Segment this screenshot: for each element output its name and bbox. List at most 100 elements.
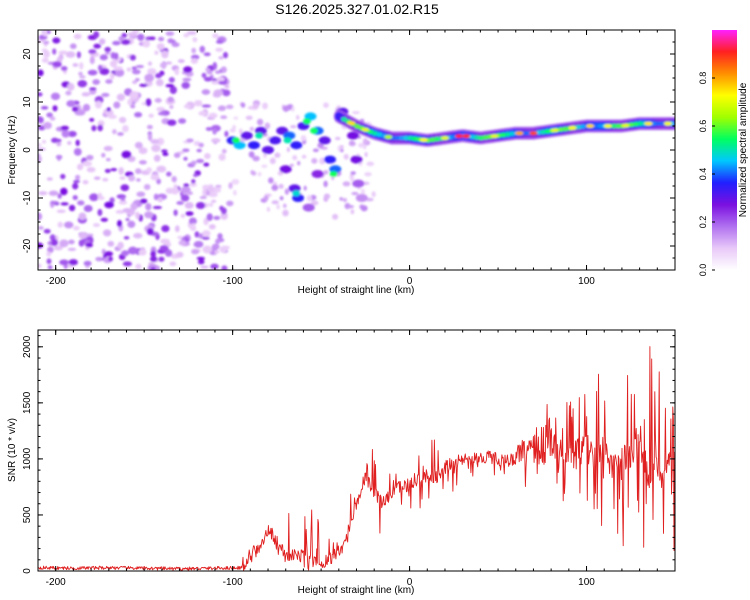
- noise-speck: [52, 37, 61, 44]
- noise-speck: [56, 209, 66, 214]
- noise-speck: [50, 200, 59, 205]
- noise-speck: [183, 104, 191, 109]
- noise-speck: [83, 260, 92, 267]
- noise-speck: [134, 141, 143, 149]
- cluster-speck: [350, 209, 355, 215]
- noise-speck: [38, 116, 44, 124]
- noise-speck: [219, 246, 228, 253]
- noise-speck: [135, 77, 140, 82]
- noise-speck: [215, 70, 221, 74]
- cluster-speck: [342, 198, 348, 203]
- noise-speck: [109, 60, 118, 68]
- ridge-hotspot: [462, 134, 471, 139]
- noise-speck: [137, 33, 145, 41]
- noise-speck: [206, 70, 213, 75]
- cluster-speck: [296, 114, 300, 121]
- ridge-core: [659, 121, 666, 126]
- noise-speck: [121, 32, 128, 38]
- noise-speck: [215, 47, 224, 52]
- cluster-blob: [355, 194, 368, 202]
- noise-speck: [56, 154, 62, 161]
- spectrogram-marks: [38, 30, 675, 270]
- noise-speck: [127, 220, 136, 228]
- noise-speck: [106, 107, 111, 112]
- x-tick-label: -100: [223, 577, 243, 588]
- cluster-core: [329, 171, 338, 177]
- noise-speck: [164, 249, 173, 257]
- noise-speck: [67, 83, 75, 91]
- spectrogram-x-label: Height of straight line (km): [298, 285, 415, 296]
- noise-speck: [183, 66, 193, 73]
- cluster-blob: [269, 136, 282, 145]
- noise-speck: [220, 115, 228, 120]
- noise-speck: [191, 179, 196, 184]
- noise-speck: [178, 240, 187, 246]
- noise-speck: [61, 129, 70, 138]
- ridge-hotspot: [568, 125, 577, 130]
- cluster-blob: [318, 136, 331, 145]
- noise-speck: [212, 128, 217, 135]
- noise-speck: [82, 180, 89, 185]
- cluster-speck: [360, 188, 366, 195]
- noise-speck: [68, 204, 76, 212]
- noise-speck: [53, 245, 63, 251]
- noise-speck: [122, 208, 133, 213]
- noise-speck: [110, 52, 116, 59]
- noise-speck: [151, 144, 161, 153]
- noise-speck: [38, 155, 42, 163]
- noise-speck: [136, 191, 146, 197]
- noise-speck: [72, 195, 78, 201]
- noise-speck: [75, 174, 81, 181]
- noise-speck: [76, 51, 82, 59]
- y-tick-label: 10: [22, 96, 33, 108]
- cluster-speck: [311, 158, 318, 164]
- noise-speck: [215, 238, 221, 245]
- noise-speck: [67, 130, 77, 137]
- noise-speck: [156, 165, 167, 173]
- noise-speck: [120, 39, 131, 45]
- noise-speck: [178, 118, 187, 124]
- noise-speck: [205, 127, 213, 131]
- noise-speck: [173, 183, 178, 192]
- noise-speck: [85, 242, 93, 248]
- noise-speck: [174, 68, 180, 76]
- noise-speck: [142, 39, 151, 48]
- noise-speck: [118, 200, 128, 205]
- noise-speck: [103, 145, 113, 152]
- noise-speck: [217, 105, 226, 112]
- snr-panel: -200 -100 0 100 0 500 1000 1500 2000 Height of …: [7, 329, 676, 596]
- ridge-hotspot: [586, 124, 595, 128]
- cluster-speck: [343, 153, 349, 160]
- noise-speck: [89, 118, 95, 122]
- noise-speck: [150, 139, 160, 145]
- noise-speck: [146, 227, 154, 236]
- noise-speck: [196, 148, 202, 153]
- x-tick-label: -200: [46, 577, 66, 588]
- y-tick-label: -20: [22, 238, 33, 253]
- noise-speck: [135, 211, 140, 220]
- noise-speck: [213, 215, 221, 220]
- cluster-blob: [240, 131, 253, 140]
- ridge-core: [628, 122, 635, 127]
- ridge-core: [341, 117, 348, 122]
- colorbar-label: Normalized spectral amplitude: [738, 82, 749, 217]
- noise-speck: [131, 69, 141, 75]
- noise-speck: [135, 263, 142, 270]
- ridge-core: [597, 123, 604, 129]
- noise-speck: [48, 190, 59, 196]
- noise-speck: [202, 230, 211, 238]
- noise-speck: [169, 105, 174, 109]
- noise-speck: [136, 178, 141, 182]
- ridge-core: [593, 123, 600, 129]
- cluster-speck: [350, 175, 355, 182]
- noise-speck: [212, 61, 218, 70]
- noise-speck: [154, 50, 159, 55]
- ridge-core: [473, 135, 480, 140]
- noise-speck: [210, 263, 219, 270]
- noise-speck: [52, 61, 62, 68]
- noise-speck: [200, 265, 209, 269]
- noise-speck: [190, 58, 199, 64]
- noise-speck: [177, 59, 185, 63]
- noise-speck: [68, 239, 75, 245]
- cluster-speck: [264, 122, 271, 130]
